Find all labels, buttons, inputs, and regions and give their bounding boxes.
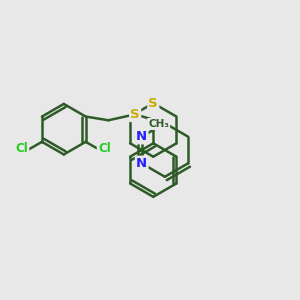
Text: S: S	[130, 108, 140, 121]
Text: S: S	[148, 97, 158, 110]
Text: N: N	[136, 157, 147, 170]
Text: Cl: Cl	[98, 142, 111, 155]
Text: CH₃: CH₃	[148, 119, 169, 129]
Text: N: N	[136, 130, 147, 143]
Text: Cl: Cl	[15, 142, 28, 155]
